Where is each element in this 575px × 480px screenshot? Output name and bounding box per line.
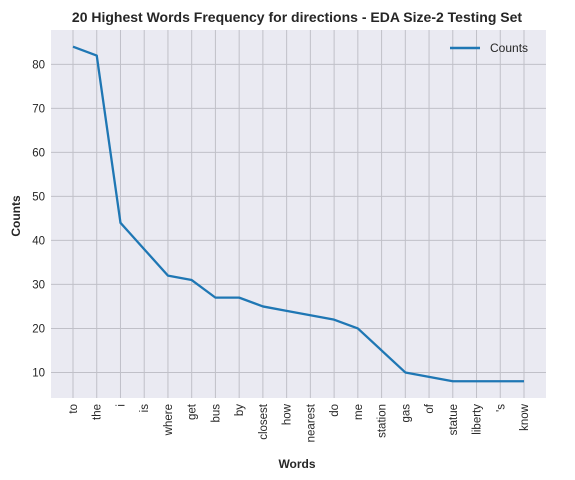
- x-tick-label: liberty: [472, 404, 484, 435]
- y-axis-label: Counts: [9, 195, 23, 237]
- x-tick-label: me: [353, 404, 365, 420]
- y-tick-label: 70: [32, 103, 45, 115]
- x-tick-labels: to the i is where get bus by closest how nearest do…: [68, 403, 531, 442]
- x-tick-label: know: [519, 403, 531, 431]
- x-tick-label: get: [187, 403, 199, 420]
- x-tick-label: 's: [495, 404, 507, 412]
- x-tick-label: bus: [210, 404, 222, 423]
- y-tick-label: 40: [32, 235, 45, 247]
- y-tick-label: 60: [32, 147, 45, 159]
- y-tick-label: 20: [32, 323, 45, 335]
- x-tick-label: the: [92, 404, 104, 420]
- x-tick-label: where: [163, 404, 175, 436]
- x-tick-label: i: [115, 404, 127, 407]
- x-tick-label: by: [234, 404, 246, 416]
- legend-label-counts: Counts: [490, 41, 528, 55]
- y-tick-label: 10: [32, 367, 45, 379]
- y-gridlines: [51, 63, 546, 373]
- y-tick-label: 50: [32, 191, 45, 203]
- x-tick-label: to: [68, 404, 80, 414]
- x-tick-label: station: [377, 404, 389, 438]
- plot-area: [51, 30, 546, 398]
- x-tick-label: closest: [258, 403, 270, 440]
- x-tick-label: of: [424, 403, 436, 413]
- x-tick-label: do: [329, 404, 341, 417]
- series-line-counts: [72, 45, 524, 383]
- y-tick-labels: 10 20 30 40 50 60 70 80: [32, 59, 45, 379]
- y-tick-label: 80: [32, 59, 45, 71]
- x-tick-label: is: [139, 404, 151, 413]
- x-axis-label: Words: [278, 457, 315, 471]
- x-tick-label: gas: [400, 404, 412, 423]
- x-tick-label: how: [282, 403, 294, 425]
- chart-title: 20 Highest Words Frequency for direction…: [72, 9, 522, 25]
- x-tick-label: statue: [448, 404, 460, 435]
- x-gridlines: [72, 30, 525, 398]
- y-tick-label: 30: [32, 279, 45, 291]
- x-tick-label: nearest: [305, 403, 317, 442]
- series-layer: [72, 45, 524, 383]
- legend: Counts: [450, 41, 528, 55]
